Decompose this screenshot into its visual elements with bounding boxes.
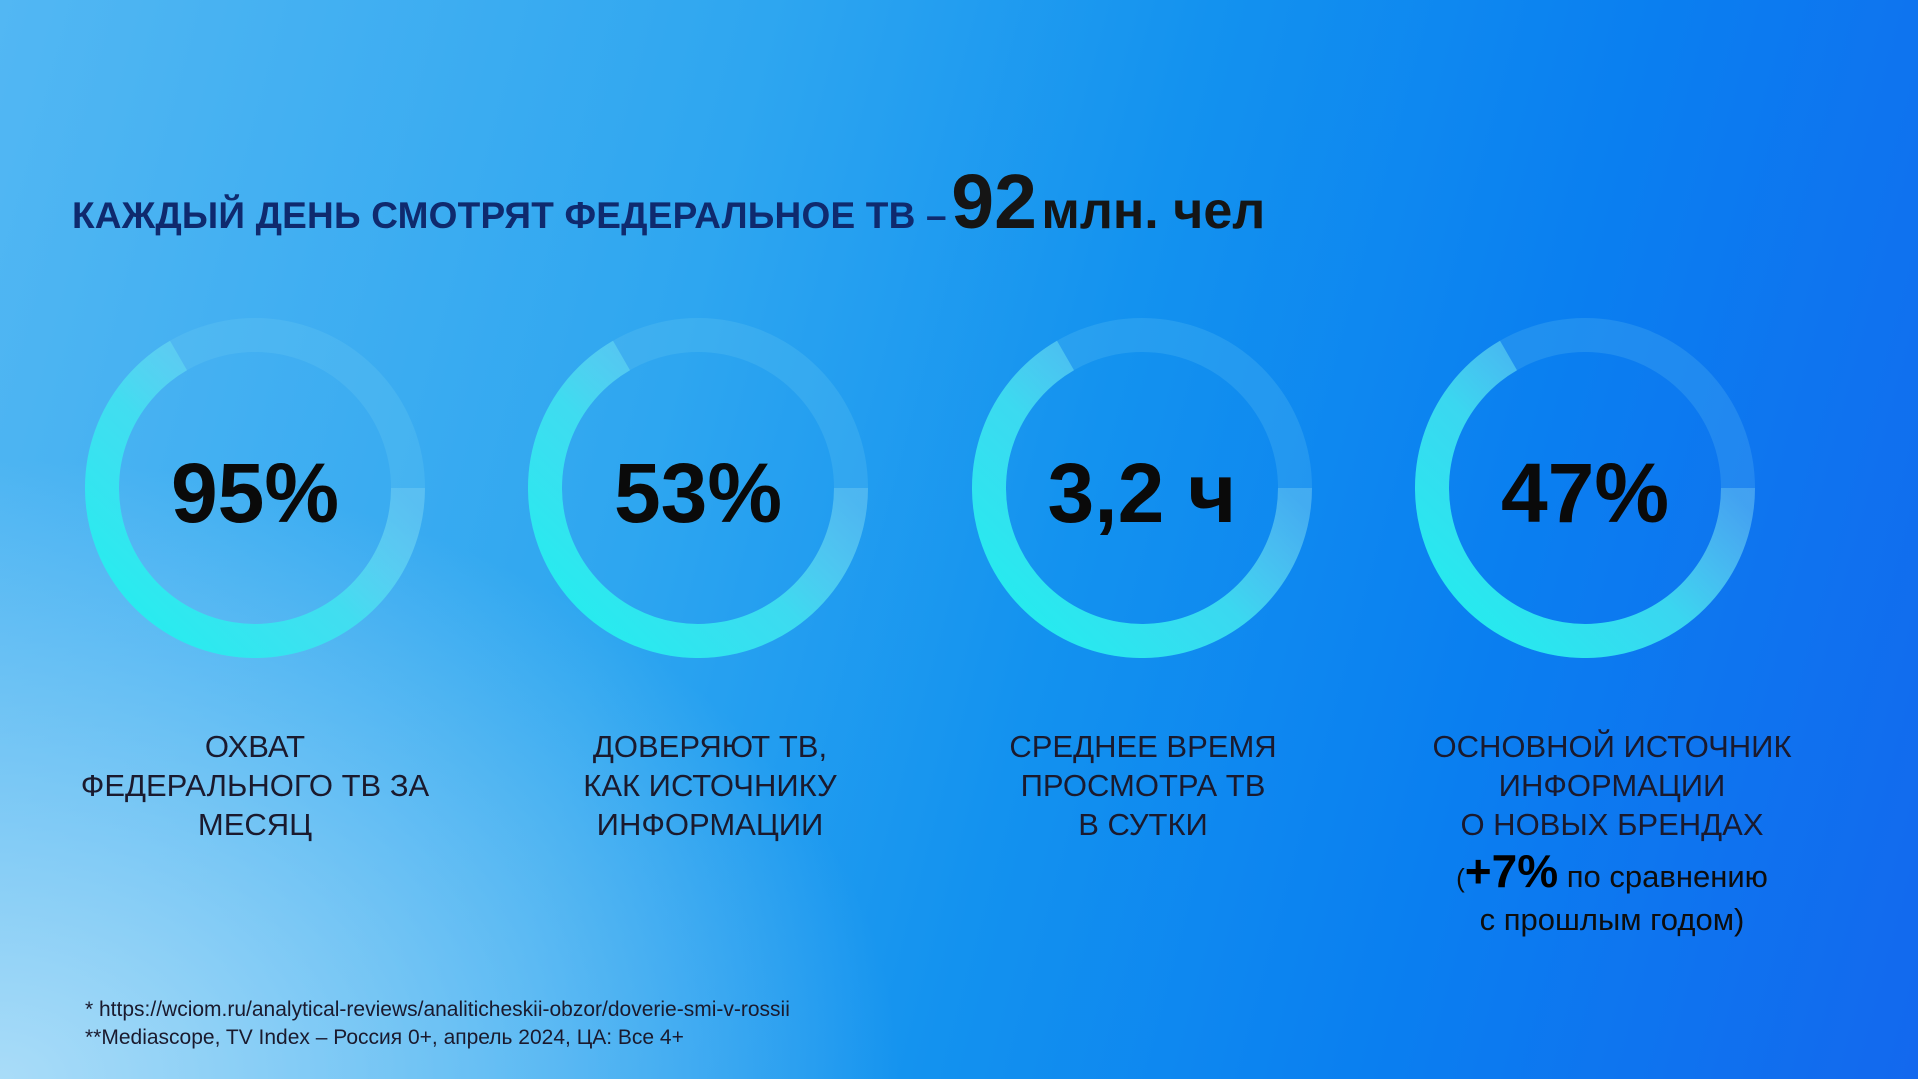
metric-value: 53%	[613, 446, 783, 540]
footnote-source-mediascope: **Mediascope, TV Index – Россия 0+, апре…	[85, 1026, 684, 1049]
yoy-change-text: по сравнению	[1566, 859, 1768, 894]
ring-chart-icon	[1415, 318, 1755, 658]
description-line: ИНФОРМАЦИИ	[596, 807, 824, 842]
metric-value: 47%	[1500, 446, 1670, 540]
footnotes: * https://wciom.ru/analytical-reviews/an…	[85, 996, 790, 1052]
metric-description-trust: ДОВЕРЯЮТ ТВ, КАК ИСТОЧНИКУ ИНФОРМАЦИИ	[500, 727, 920, 844]
description-line: КАК ИСТОЧНИКУ	[583, 768, 837, 803]
description-line: О НОВЫХ БРЕНДАХ	[1460, 807, 1764, 842]
ring-arc	[972, 340, 1312, 658]
description-line: ОХВАТ	[204, 729, 306, 764]
ring-arc	[85, 340, 425, 658]
footnote-source-link: * https://wciom.ru/analytical-reviews/an…	[85, 998, 790, 1021]
ring-chart-icon	[85, 318, 425, 658]
description-line: ПРОСМОТРА ТВ	[1020, 768, 1266, 803]
title-unit: млн. чел	[1041, 182, 1266, 240]
description-line: ДОВЕРЯЮТ ТВ,	[592, 729, 828, 764]
metric-description-reach: ОХВАТ ФЕДЕРАЛЬНОГО ТВ ЗА МЕСЯЦ	[45, 727, 465, 844]
description-line: ИНФОРМАЦИИ	[1498, 768, 1726, 803]
ring-chart-icon	[528, 318, 868, 658]
yoy-change-line: (+7% по сравнению	[1402, 848, 1822, 899]
metric-description-brand-source: ОСНОВНОЙ ИСТОЧНИК ИНФОРМАЦИИ О НОВЫХ БРЕ…	[1402, 727, 1822, 941]
metric-value: 3,2 ч	[1047, 446, 1237, 540]
title-text: КАЖДЫЙ ДЕНЬ СМОТРЯТ ФЕДЕРАЛЬНОЕ ТВ –	[72, 195, 947, 236]
metric-description-viewing-time: СРЕДНЕЕ ВРЕМЯ ПРОСМОТРА ТВ В СУТКИ	[933, 727, 1353, 844]
description-line: В СУТКИ	[1078, 807, 1208, 842]
ring-arc	[1415, 340, 1755, 658]
title-number: 92	[951, 159, 1037, 245]
ring-arc	[528, 340, 868, 658]
open-paren: (	[1456, 863, 1465, 893]
yoy-change-line-2: с прошлым годом)	[1479, 902, 1745, 937]
description-line: ОСНОВНОЙ ИСТОЧНИК	[1432, 729, 1792, 764]
slide-title: КАЖДЫЙ ДЕНЬ СМОТРЯТ ФЕДЕРАЛЬНОЕ ТВ – 92 …	[72, 158, 1265, 247]
metric-card-reach: 95%	[85, 318, 425, 658]
ring-chart-icon	[972, 318, 1312, 658]
description-line: СРЕДНЕЕ ВРЕМЯ	[1009, 729, 1277, 764]
yoy-change-value: +7%	[1464, 845, 1559, 897]
metric-card-trust: 53%	[528, 318, 868, 658]
metric-card-brand-source: 47%	[1415, 318, 1755, 658]
metric-card-viewing-time: 3,2 ч	[972, 318, 1312, 658]
metric-value: 95%	[170, 446, 340, 540]
yoy-change-note: (+7% по сравнению с прошлым годом)	[1402, 848, 1822, 941]
description-line: МЕСЯЦ	[197, 807, 313, 842]
description-line: ФЕДЕРАЛЬНОГО ТВ ЗА	[80, 768, 430, 803]
